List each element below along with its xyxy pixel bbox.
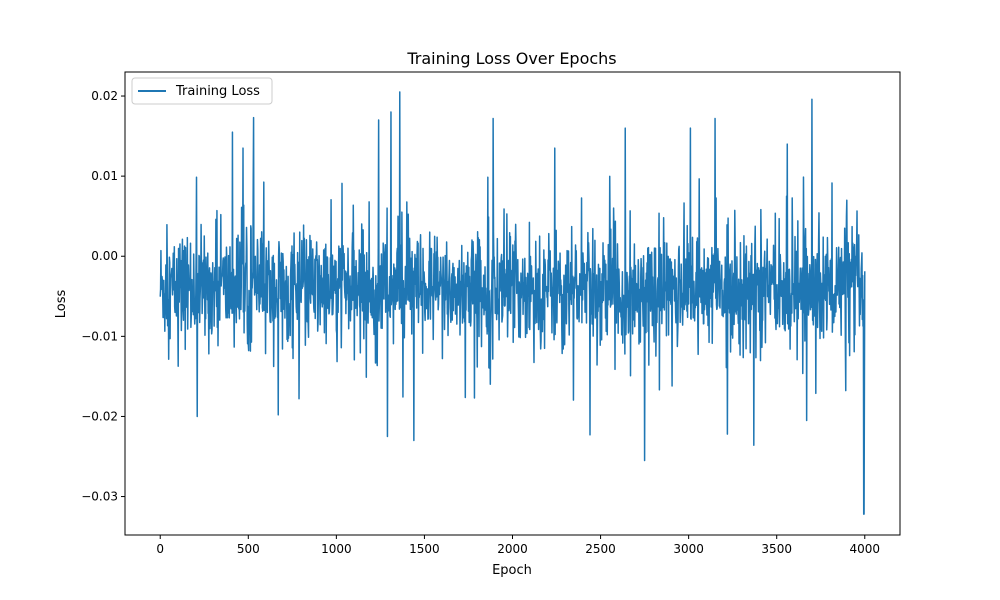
training-loss-line [159,91,866,515]
x-tick-label: 2500 [585,542,616,556]
x-tick-label: 3000 [673,542,704,556]
x-tick-label: 1000 [321,542,352,556]
y-tick-label: 0.00 [91,249,118,263]
x-tick-label: 4000 [849,542,880,556]
chart-title: Training Loss Over Epochs [406,49,616,68]
legend-label-training-loss: Training Loss [175,84,260,99]
plot-area [159,91,866,515]
y-tick-label: 0.01 [91,169,118,183]
x-tick-label: 0 [156,542,164,556]
y-tick-label: −0.03 [81,490,118,504]
x-axis-label: Epoch [492,563,532,578]
y-tick-label: −0.01 [81,329,118,343]
x-tick-label: 1500 [409,542,440,556]
x-tick-label: 2000 [497,542,528,556]
x-tick-label: 500 [237,542,260,556]
y-axis-ticks: 0.02 0.01 0.00 −0.01 −0.02 −0.03 [81,89,125,504]
y-tick-label: 0.02 [91,89,118,103]
y-tick-label: −0.02 [81,409,118,423]
x-tick-label: 3500 [761,542,792,556]
legend-box [131,77,273,105]
x-axis-ticks: 0 500 1000 1500 2000 2500 3000 3500 4000 [156,535,880,556]
legend: Training Loss [131,77,273,105]
y-axis-label: Loss [54,290,69,319]
